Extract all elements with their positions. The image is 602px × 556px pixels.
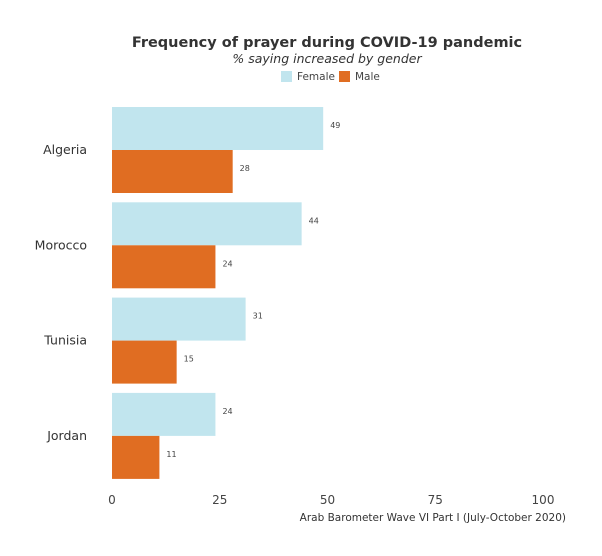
legend-label-male: Male: [355, 71, 380, 83]
legend-label-female: Female: [297, 71, 335, 83]
data-label-tunisia-male: 15: [184, 355, 194, 364]
bar-tunisia-male: [112, 340, 177, 384]
x-tick-label-100: 100: [532, 493, 555, 507]
category-labels: Algeria Morocco Tunisia Jordan: [35, 142, 87, 443]
bar-algeria-male: [112, 150, 233, 193]
x-tick-label-0: 0: [108, 493, 116, 507]
x-axis-tick-labels: 0 25 50 75 100: [108, 493, 554, 507]
bar-tunisia-female: [112, 297, 246, 341]
chart-title: Frequency of prayer during COVID-19 pand…: [132, 35, 522, 51]
data-label-morocco-male: 24: [222, 259, 232, 268]
category-label-tunisia: Tunisia: [43, 333, 87, 348]
x-tick-label-25: 25: [212, 493, 227, 507]
chart-subtitle: % saying increased by gender: [232, 51, 422, 66]
bar-morocco-male: [112, 245, 216, 289]
bar-algeria-female: [112, 107, 324, 150]
legend: Female Male: [281, 71, 380, 83]
legend-swatch-female: [281, 71, 292, 82]
category-label-morocco: Morocco: [35, 237, 87, 252]
category-label-algeria: Algeria: [43, 142, 87, 157]
data-label-morocco-female: 44: [309, 216, 319, 225]
data-label-algeria-female: 49: [330, 121, 340, 130]
bar-jordan-male: [112, 435, 160, 479]
bar-morocco-female: [112, 202, 302, 246]
data-label-algeria-male: 28: [240, 164, 250, 173]
legend-swatch-male: [339, 71, 350, 82]
data-label-tunisia-female: 31: [253, 312, 263, 321]
chart-caption: Arab Barometer Wave VI Part I (July-Octo…: [300, 512, 566, 524]
bar-jordan-female: [112, 392, 216, 436]
category-label-jordan: Jordan: [46, 428, 87, 443]
bars: [112, 107, 324, 479]
data-labels: 49 28 44 24 31 15 24 11: [166, 121, 340, 459]
x-tick-label-75: 75: [428, 493, 443, 507]
data-label-jordan-female: 24: [222, 407, 232, 416]
data-label-jordan-male: 11: [166, 450, 176, 459]
x-tick-label-50: 50: [320, 493, 335, 507]
